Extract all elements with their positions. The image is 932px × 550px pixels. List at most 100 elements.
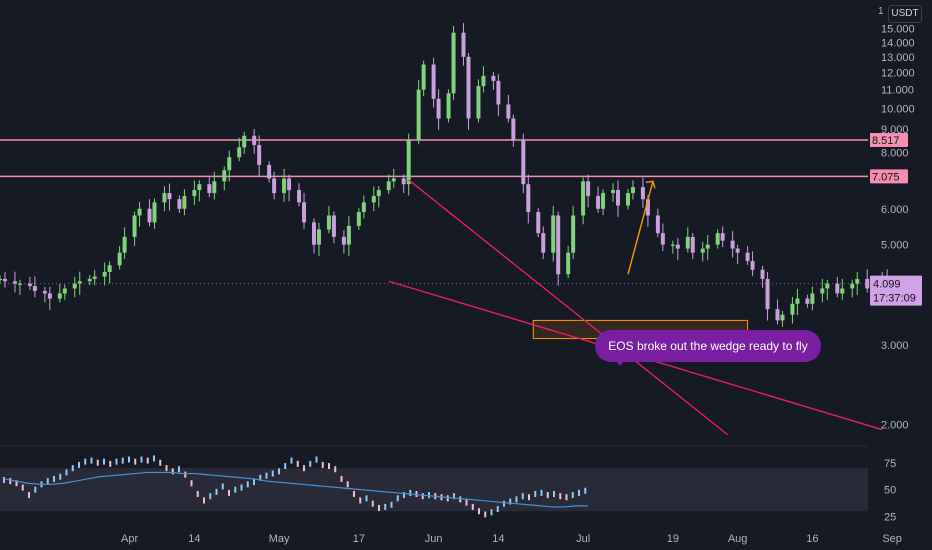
candle-body bbox=[421, 64, 426, 90]
candle-body bbox=[252, 135, 257, 146]
candle-body bbox=[137, 208, 142, 216]
candle-body bbox=[625, 193, 630, 206]
candle-body bbox=[87, 278, 92, 282]
candle-body bbox=[526, 184, 531, 213]
candle-body bbox=[446, 93, 451, 119]
candle-body bbox=[316, 229, 321, 245]
rsi-signal-line bbox=[3, 471, 588, 508]
rsi-tick-label: 25 bbox=[884, 512, 896, 524]
rsi-layer bbox=[3, 455, 588, 518]
candle-body bbox=[551, 215, 556, 253]
candle-body bbox=[865, 278, 870, 289]
candle-body bbox=[331, 215, 336, 237]
candle-body bbox=[197, 184, 202, 191]
candle-body bbox=[117, 252, 122, 266]
candle-body bbox=[765, 278, 770, 310]
candle-body bbox=[152, 202, 157, 223]
candle-body bbox=[72, 283, 77, 289]
x-tick-label: 14 bbox=[492, 533, 504, 545]
candle-body bbox=[825, 283, 830, 289]
candle-body bbox=[556, 215, 561, 275]
candle-body bbox=[645, 199, 650, 216]
candle-body bbox=[611, 190, 616, 194]
candle-body bbox=[581, 181, 586, 216]
candle-body bbox=[356, 212, 361, 226]
candle-body bbox=[596, 196, 601, 209]
candle-body bbox=[850, 283, 855, 289]
resistance-low-tag-bg bbox=[870, 169, 908, 184]
candle-body bbox=[42, 290, 47, 294]
candle-body bbox=[311, 222, 316, 245]
y-tick-label: 11.000 bbox=[881, 85, 914, 97]
resistance-high-tag-bg bbox=[870, 132, 908, 147]
candle-body bbox=[391, 178, 396, 182]
candle-body bbox=[192, 190, 197, 197]
y-tick-label: 13.000 bbox=[881, 52, 915, 64]
candle-body bbox=[700, 248, 705, 253]
rsi-band-fill bbox=[0, 468, 868, 512]
countdown-tag: 17:37:09 bbox=[873, 293, 916, 305]
target-arrow-head bbox=[645, 180, 656, 189]
candle-body bbox=[541, 233, 546, 253]
candle-body bbox=[92, 276, 97, 279]
candle-body bbox=[840, 288, 845, 294]
rsi-tick-label: 75 bbox=[884, 458, 896, 470]
candle-body bbox=[162, 193, 167, 203]
candle-body bbox=[207, 184, 212, 194]
candle-body bbox=[720, 233, 725, 241]
candle-body bbox=[496, 80, 501, 105]
candle-body bbox=[715, 233, 720, 245]
quote-currency-badge[interactable]: USDT bbox=[888, 5, 922, 23]
candle-body bbox=[0, 278, 2, 281]
candle-body bbox=[297, 190, 302, 203]
x-tick-label: 17 bbox=[353, 533, 365, 545]
candle-body bbox=[566, 252, 571, 275]
resistance-low-tag: 7.075 bbox=[872, 171, 900, 183]
x-tick-label: Sep bbox=[882, 533, 902, 545]
candle-body bbox=[506, 104, 511, 119]
candle-body bbox=[302, 202, 307, 223]
candle-body bbox=[326, 215, 331, 230]
candle-body bbox=[685, 236, 690, 249]
candle-body bbox=[730, 240, 735, 249]
candle-body bbox=[670, 244, 675, 246]
candle-body bbox=[491, 75, 496, 81]
annotation-callout[interactable]: EOS broke out the wedge ready to fly bbox=[595, 330, 821, 362]
candle-body bbox=[57, 293, 62, 299]
x-tick-label: 14 bbox=[188, 533, 200, 545]
candle-body bbox=[780, 314, 785, 321]
y-tick-label: 15.000 bbox=[881, 24, 915, 36]
candle-body bbox=[436, 98, 441, 119]
candle-body bbox=[795, 298, 800, 304]
candle-body bbox=[466, 56, 471, 119]
axis-marker: 1 bbox=[878, 6, 884, 17]
x-tick-label: 16 bbox=[806, 533, 818, 545]
wedge-top-trendline bbox=[408, 179, 729, 436]
rsi-band-layer bbox=[0, 468, 868, 512]
y-tick-label: 3.000 bbox=[881, 340, 909, 352]
last-price-tag: 4.099 bbox=[873, 279, 901, 291]
candle-body bbox=[182, 196, 187, 209]
candle-body bbox=[481, 75, 486, 87]
candle-body bbox=[376, 190, 381, 197]
candle-body bbox=[451, 32, 456, 94]
y-tick-label: 5.000 bbox=[881, 240, 909, 252]
candle-body bbox=[805, 298, 810, 304]
candle-body bbox=[167, 193, 172, 200]
y-tick-label: 14.000 bbox=[881, 37, 915, 49]
candle-body bbox=[122, 236, 127, 253]
candle-body bbox=[406, 140, 411, 185]
candle-body bbox=[386, 181, 391, 191]
candles-layer bbox=[0, 23, 905, 327]
candle-body bbox=[287, 178, 292, 191]
candle-body bbox=[601, 193, 606, 209]
candle-body bbox=[675, 244, 680, 249]
candle-body bbox=[775, 309, 780, 321]
candle-body bbox=[690, 236, 695, 253]
candle-body bbox=[272, 178, 277, 194]
resistance-levels-layer bbox=[0, 139, 868, 285]
x-tick-label: Jul bbox=[576, 533, 590, 545]
candle-body bbox=[47, 293, 52, 299]
trendlines-layer bbox=[388, 179, 883, 436]
